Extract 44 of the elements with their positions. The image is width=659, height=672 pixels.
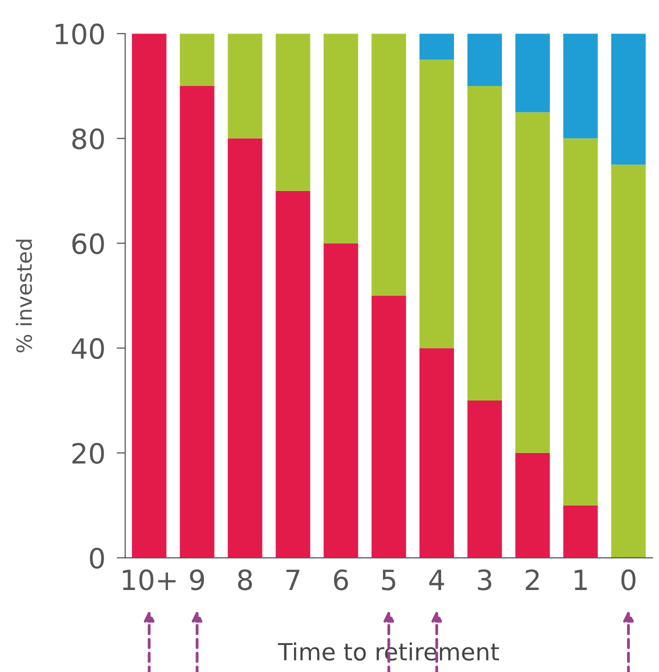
x-tick-label: 1 [574,570,587,590]
bar [180,86,214,558]
bar [611,164,646,558]
x-tick-label: 9 [190,569,204,590]
x-tick-label: 7 [286,570,300,590]
bar [563,138,598,506]
bar [515,452,550,558]
bar [467,34,502,86]
bar [372,296,406,558]
y-tick-label: 60 [72,233,104,254]
y-tick-label: 20 [72,442,104,464]
x-tick-label: 0 [621,569,636,590]
bar [515,112,550,453]
y-tick-label: 80 [72,128,104,150]
bar [419,34,454,60]
bar [419,348,454,558]
bar [419,60,454,348]
x-tick-label: 3 [478,569,492,590]
x-axis-title: Time to retirement [278,642,499,661]
bar [515,34,550,112]
y-tick-label: 40 [72,338,104,360]
x-tick-label: 8 [238,569,252,590]
x-tick-label: 5 [382,570,396,590]
bar [228,34,262,138]
x-tick-label: 4 [429,570,444,590]
y-axis-title: % invested [16,240,32,352]
bar [324,243,358,558]
bar [180,34,214,86]
x-tick-label: 6 [334,569,348,590]
bar [563,505,598,558]
y-tick-label: 0 [90,548,104,569]
y-tick-label: 100 [56,24,104,45]
bar [276,34,310,191]
bar [467,400,502,558]
bar [563,34,598,138]
bar [324,34,358,244]
bar [228,138,262,558]
x-tick-label: 10+ [122,569,176,590]
bar [372,34,406,296]
bar [132,34,166,558]
bar [611,34,646,165]
bar [467,86,502,401]
x-tick-label: 2 [526,569,539,590]
bar [276,190,310,558]
